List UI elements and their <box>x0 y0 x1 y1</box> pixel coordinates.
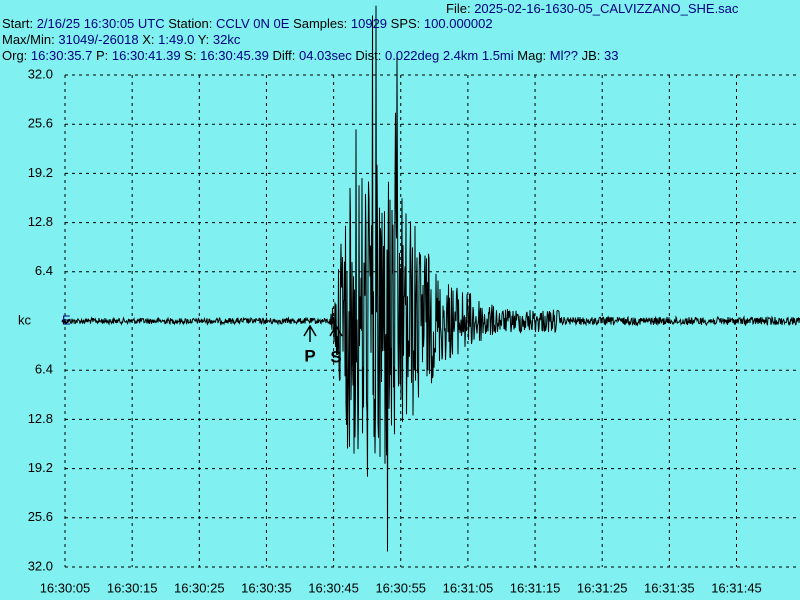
info-value: 32kc <box>212 32 241 47</box>
info-label: Max/Min: <box>2 32 55 47</box>
time-label: 16:30:55 <box>375 580 426 595</box>
time-label: 16:30:45 <box>308 580 359 595</box>
amplitude-label: 25.6 <box>28 509 53 524</box>
info-label: S: <box>184 48 197 63</box>
file-line: File: 2025-02-16-1630-05_CALVIZZANO_SHE.… <box>446 1 738 17</box>
time-label: 16:30:25 <box>174 580 225 595</box>
info-value: 10929 <box>350 16 388 31</box>
info-label: Samples: <box>293 16 348 31</box>
info-label: File: <box>446 1 471 16</box>
info-value: 04.03sec <box>298 48 352 63</box>
amplitude-label: 32.0 <box>28 66 53 81</box>
unit-label: kc <box>18 312 32 327</box>
info-label: Start: <box>2 16 34 31</box>
amplitude-label: 19.2 <box>28 165 53 180</box>
time-label: 16:31:15 <box>510 580 561 595</box>
waveform <box>61 5 800 552</box>
info-value: 2025-02-16-1630-05_CALVIZZANO_SHE.sac <box>474 1 739 16</box>
info-value: 33 <box>604 48 619 63</box>
info-value: 2/16/25 16:30:05 UTC <box>36 16 165 31</box>
info-label: Dist: <box>355 48 382 63</box>
info-label: P: <box>96 48 109 63</box>
amplitude-label: 6.4 <box>35 362 53 377</box>
info-label: X: <box>142 32 155 47</box>
info-label: Mag: <box>517 48 547 63</box>
info-value: 100.000002 <box>423 16 493 31</box>
info-label: SPS: <box>390 16 421 31</box>
amplitude-label: 12.8 <box>28 411 53 426</box>
amplitude-label: 32.0 <box>28 558 53 573</box>
time-label: 16:31:05 <box>443 580 494 595</box>
info-value: 1:49.0 <box>158 32 195 47</box>
info-value: 16:30:45.39 <box>200 48 269 63</box>
info-line: Max/Min: 31049/-26018 X: 1:49.0 Y: 32kc <box>2 32 240 48</box>
time-label: 16:31:25 <box>577 580 628 595</box>
info-value: CCLV 0N 0E <box>215 16 290 31</box>
info-label: Y: <box>197 32 210 47</box>
time-label: 16:30:05 <box>40 580 91 595</box>
time-label: 16:31:35 <box>644 580 695 595</box>
pick-label: P <box>304 346 315 365</box>
amplitude-label: 12.8 <box>28 214 53 229</box>
time-label: 16:31:45 <box>711 580 762 595</box>
info-label: JB: <box>581 48 601 63</box>
amplitude-label: 6.4 <box>35 263 53 278</box>
info-line: Start: 2/16/25 16:30:05 UTC Station: CCL… <box>2 16 493 32</box>
info-line: Org: 16:30:35.7 P: 16:30:41.39 S: 16:30:… <box>2 48 619 64</box>
time-label: 16:30:35 <box>241 580 292 595</box>
info-value: 16:30:35.7 <box>30 48 93 63</box>
time-label: 16:30:15 <box>107 580 158 595</box>
info-value: 31049/-26018 <box>58 32 139 47</box>
channel-label: E <box>62 312 71 327</box>
info-label: Diff: <box>272 48 296 63</box>
pick-label: S <box>330 347 341 366</box>
info-label: Org: <box>2 48 28 63</box>
info-value: 0.022deg 2.4km 1.5mi <box>385 48 514 63</box>
pick-arrow <box>303 324 317 342</box>
info-value: Ml?? <box>549 48 578 63</box>
info-value: 16:30:41.39 <box>111 48 181 63</box>
info-label: Station: <box>168 16 213 31</box>
amplitude-label: 19.2 <box>28 460 53 475</box>
amplitude-label: 25.6 <box>28 116 53 131</box>
